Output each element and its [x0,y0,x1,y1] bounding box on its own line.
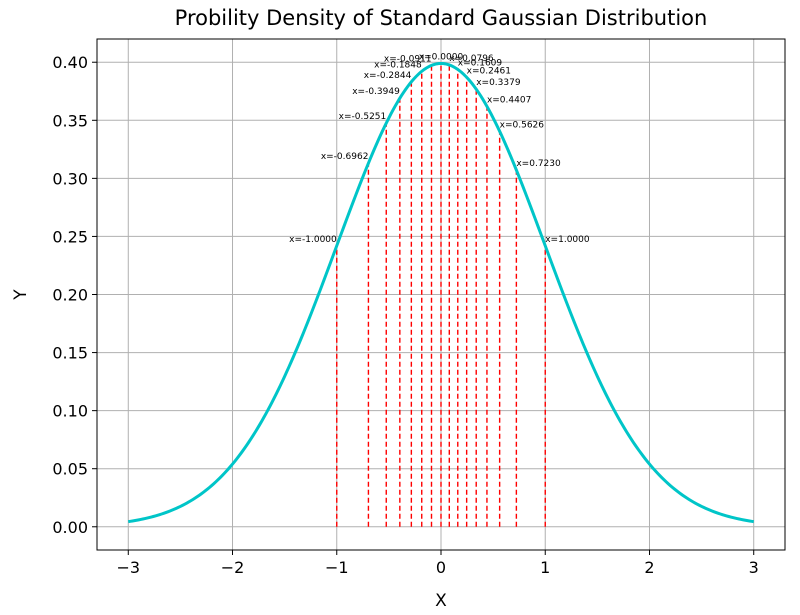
anno-layer: x=-1.0000 x=-0.6962 x=-0.5251 x=-0.3949 x=-0… [289,52,590,244]
x-tick-label: 2 [644,558,654,577]
y-tick-label: 0.30 [52,169,88,188]
y-tick-label: 0.35 [52,111,88,130]
y-tick-label: 0.10 [52,402,88,421]
vline-label: x=-1.0000 [289,235,337,245]
y-axis-title: Y [11,289,31,301]
x-axis-title: X [435,591,447,611]
y-tick-label: 0.25 [52,227,88,246]
vline-label: x=0.3379 [476,78,521,88]
vline-label: x=0.7230 [516,159,561,169]
y-tick-label: 0.00 [52,518,88,537]
tick-layer: −3 −2 −1 0 1 2 3 0.00 0.05 0.10 0.15 0.20 0.25 0.30 0.… [52,53,758,577]
pdf-curve [128,61,754,524]
x-tick-label: −1 [325,558,349,577]
vline-label: x=-0.1848 [374,60,422,70]
vline-label: x=-0.5251 [339,112,387,122]
vline-label: x=1.0000 [545,235,590,245]
vline-label: x=-0.3949 [352,87,400,97]
y-tick-label: 0.20 [52,286,88,305]
vline-label: x=-0.2844 [364,71,412,81]
y-tick-label: 0.05 [52,460,88,479]
x-tick-label: 1 [540,558,550,577]
y-tick-label: 0.15 [52,344,88,363]
x-tick-label: −2 [221,558,245,577]
x-tick-label: −3 [116,558,140,577]
vline-label: x=0.4407 [487,95,531,105]
vline-label: x=0.0000 [419,52,464,62]
vline-layer [336,63,546,527]
x-tick-label: 0 [436,558,446,577]
vline-label: x=-0.0911 [384,54,432,64]
chart-title: Probility Density of Standard Gaussian D… [175,6,708,30]
y-tick-label: 0.40 [52,53,88,72]
vline-label: x=0.2461 [467,66,511,76]
vline-label: x=-0.6962 [321,152,369,162]
x-tick-label: 3 [749,558,759,577]
vline-label: x=0.1609 [458,58,503,68]
vline-label: x=0.0796 [449,54,494,64]
vline-label: x=0.5626 [500,120,545,130]
